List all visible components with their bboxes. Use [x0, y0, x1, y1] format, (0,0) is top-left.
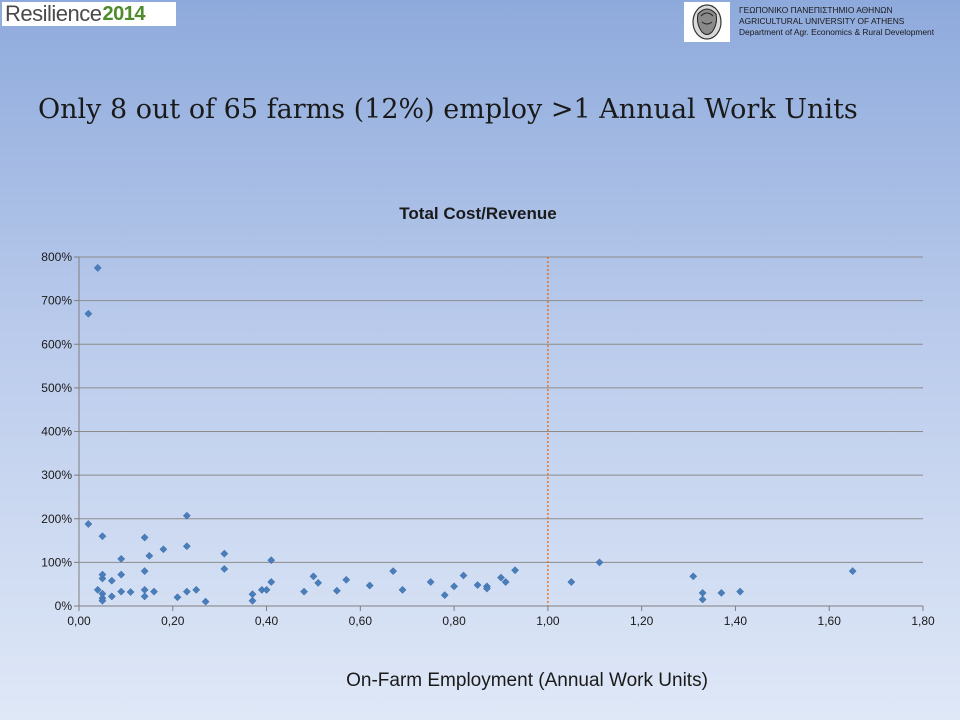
- slide-title: Only 8 out of 65 farms (12%) employ >1 A…: [38, 94, 858, 125]
- data-point: [342, 575, 351, 584]
- data-point: [126, 588, 135, 596]
- logo-text: Resilience: [5, 1, 102, 26]
- chart-title: Total Cost/Revenue: [399, 204, 556, 223]
- data-point: [220, 564, 229, 573]
- data-point: [267, 578, 276, 586]
- data-point: [93, 263, 102, 272]
- data-point: [248, 596, 257, 605]
- department-line: Department of Agr. Economics & Rural Dev…: [739, 27, 935, 37]
- university-line-english: AGRICULTURAL UNIVERSITY OF ATHENS: [739, 16, 905, 26]
- data-point: [698, 595, 707, 604]
- data-point: [98, 570, 107, 579]
- data-point: [140, 533, 149, 542]
- y-tick-label: 300%: [41, 468, 72, 482]
- data-point: [473, 581, 482, 590]
- x-tick-label: 0,80: [442, 614, 466, 628]
- data-point: [220, 549, 229, 558]
- data-point: [736, 587, 745, 596]
- data-point: [145, 551, 154, 560]
- data-point: [201, 597, 210, 606]
- x-tick-label: 1,40: [724, 614, 748, 628]
- data-point: [107, 592, 116, 601]
- data-point: [98, 532, 107, 541]
- data-point: [117, 554, 126, 563]
- y-axis-ticks: 0% 100% 200% 300% 400% 500% 600% 700% 800%: [41, 250, 79, 613]
- y-tick-label: 700%: [41, 294, 72, 308]
- logo-year: 2014: [102, 2, 146, 25]
- data-point: [848, 567, 857, 576]
- data-point: [150, 587, 158, 596]
- data-point: [365, 581, 374, 590]
- data-point: [267, 556, 276, 565]
- data-point: [93, 585, 102, 594]
- data-point: [300, 587, 309, 596]
- data-point: [140, 567, 149, 576]
- data-point: [450, 582, 459, 591]
- data-point: [501, 578, 510, 586]
- x-tick-label: 0,60: [349, 614, 373, 628]
- university-emblem-icon: [684, 2, 730, 42]
- data-point: [332, 586, 341, 595]
- x-tick-label: 1,80: [911, 614, 935, 628]
- data-point: [511, 566, 520, 575]
- x-tick-label: 0,20: [161, 614, 185, 628]
- data-point: [84, 309, 93, 318]
- x-tick-label: 1,00: [536, 614, 560, 628]
- data-point: [84, 520, 93, 528]
- data-points: [84, 263, 857, 606]
- y-tick-label: 0%: [55, 599, 73, 613]
- data-point: [192, 585, 201, 594]
- data-point: [717, 588, 726, 597]
- data-point: [497, 573, 505, 582]
- data-point: [140, 585, 149, 594]
- data-point: [459, 571, 468, 580]
- data-point: [698, 588, 707, 597]
- y-tick-label: 600%: [41, 337, 72, 351]
- data-point: [595, 558, 604, 567]
- data-point: [117, 587, 126, 596]
- y-tick-label: 800%: [41, 250, 72, 264]
- data-point: [314, 578, 323, 587]
- x-tick-label: 1,60: [818, 614, 842, 628]
- data-point: [248, 590, 257, 599]
- data-point: [482, 584, 491, 593]
- x-tick-label: 0,40: [255, 614, 279, 628]
- data-point: [182, 587, 191, 596]
- data-point: [182, 511, 191, 520]
- data-point: [107, 576, 116, 585]
- data-point: [689, 572, 698, 581]
- x-axis-ticks: 0,00 0,20 0,40 0,60 0,80 1,00 1,20 1,40 1,60 1,80: [67, 606, 935, 628]
- data-point: [309, 572, 318, 581]
- data-point: [262, 585, 271, 594]
- x-tick-label: 1,20: [630, 614, 654, 628]
- y-tick-label: 200%: [41, 512, 72, 526]
- x-axis-label: On-Farm Employment (Annual Work Units): [346, 670, 708, 691]
- y-tick-label: 500%: [41, 381, 72, 395]
- y-tick-label: 100%: [41, 555, 72, 569]
- data-point: [389, 567, 398, 576]
- data-point: [173, 593, 182, 602]
- data-point: [140, 592, 149, 601]
- data-point: [117, 570, 126, 579]
- university-line-greek: ΓΕΩΠΟΝΙΚΟ ΠΑΝΕΠΙΣΤΗΜΙΟ ΑΘΗΝΩΝ: [739, 5, 893, 15]
- data-point: [440, 591, 449, 600]
- university-name: ΓΕΩΠΟΝΙΚΟ ΠΑΝΕΠΙΣΤΗΜΙΟ ΑΘΗΝΩΝ AGRICULTUR…: [739, 5, 959, 38]
- resilience-logo: Resilience 2014: [2, 1, 176, 26]
- data-point: [426, 578, 435, 586]
- gridlines: [79, 256, 923, 563]
- data-point: [159, 545, 168, 554]
- data-point: [398, 585, 407, 594]
- data-point: [567, 578, 576, 586]
- data-point: [182, 542, 191, 551]
- x-tick-label: 0,00: [67, 614, 91, 628]
- data-point: [98, 596, 107, 605]
- y-tick-label: 400%: [41, 425, 72, 439]
